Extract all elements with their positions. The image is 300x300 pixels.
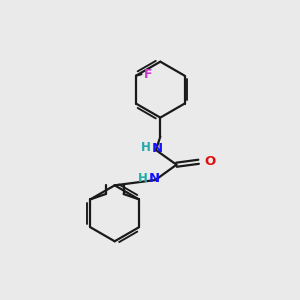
Text: O: O <box>204 155 215 168</box>
Text: F: F <box>144 68 153 81</box>
Text: N: N <box>149 172 160 185</box>
Text: H: H <box>141 141 151 154</box>
Text: N: N <box>152 142 163 155</box>
Text: H: H <box>138 172 148 185</box>
